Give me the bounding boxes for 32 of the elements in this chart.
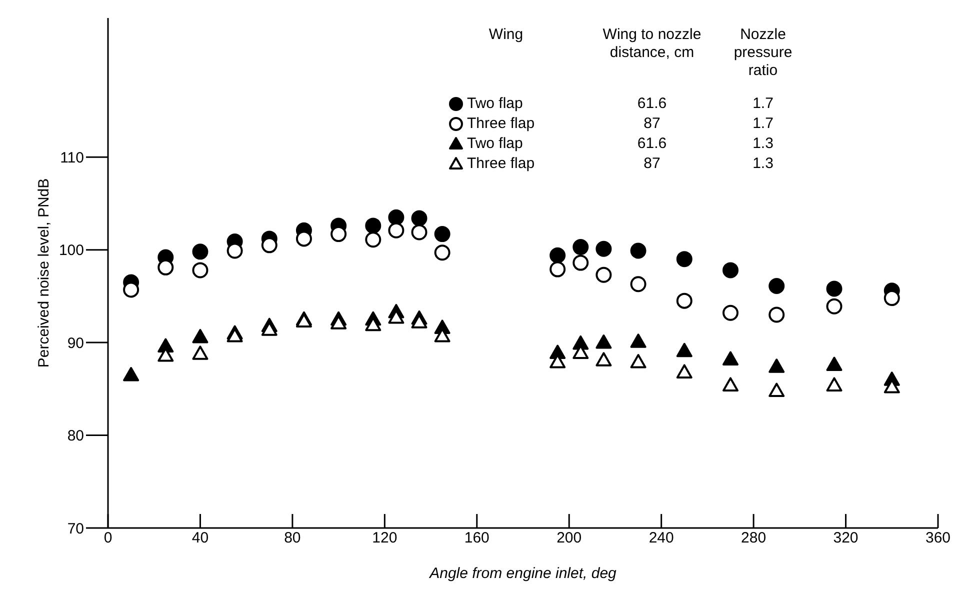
annotation: Wing to nozzle distance, cm (602, 26, 702, 63)
y-axis-title: Perceived noise level, PNdB (35, 178, 52, 368)
x-tick-label: 240 (648, 530, 674, 547)
x-axis-title: Angle from engine inlet, deg (428, 565, 618, 582)
x-tick-label: 280 (741, 530, 766, 547)
x-tick-label: 200 (556, 530, 582, 547)
y-tick-label: 100 (58, 242, 84, 260)
x-tick-label: 80 (284, 530, 301, 547)
annotation: 61.6 (636, 134, 668, 154)
annotation: 61.6 (636, 94, 668, 114)
x-tick-label: 0 (104, 530, 112, 547)
legend-label: Three flap (466, 154, 536, 174)
x-tick-label: 320 (833, 530, 858, 547)
annotation: 1.7 (752, 114, 774, 134)
annotation: Nozzle pressure ratio (732, 26, 794, 80)
annotation: 87 (642, 114, 662, 134)
legend-label: Two flap (466, 134, 524, 154)
x-tick-label: 120 (372, 530, 398, 547)
legend-label: Two flap (466, 94, 524, 114)
legend-label: Three flap (466, 114, 536, 134)
annotation: 1.3 (752, 154, 774, 174)
y-tick-label: 90 (67, 334, 84, 352)
annotation: 1.7 (752, 94, 774, 114)
annotation: 87 (642, 154, 662, 174)
y-tick-label: 80 (67, 428, 84, 445)
legend-title: Wing (488, 26, 524, 45)
y-tick-label: 70 (67, 520, 84, 538)
x-tick-label: 160 (464, 530, 490, 547)
x-tick-label: 40 (192, 530, 209, 547)
x-tick-label: 360 (925, 530, 951, 547)
y-tick-label: 110 (60, 149, 84, 166)
annotation: 1.3 (752, 134, 774, 154)
